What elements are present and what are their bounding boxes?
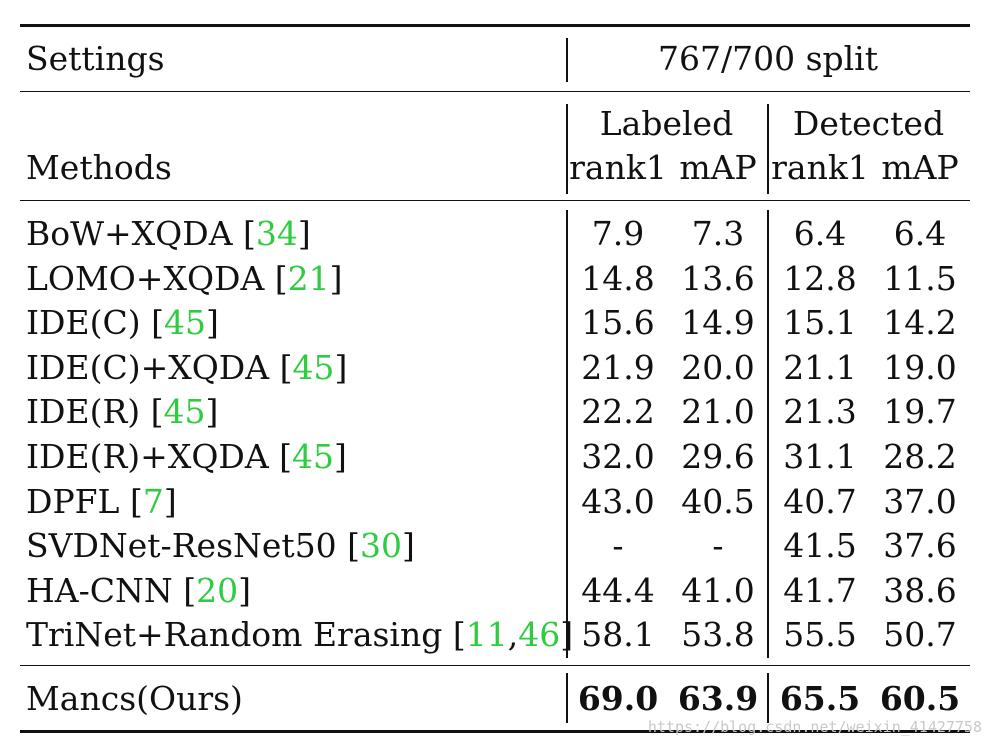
table-cell-value: -: [612, 526, 624, 566]
table-cell-value: 12.8: [783, 258, 857, 298]
labeled-detected-divider: [767, 104, 769, 194]
table-cell-value: 55.5: [783, 615, 857, 655]
col-header-labeled-map: mAP: [679, 148, 757, 187]
table-cell-value: 19.7: [883, 392, 957, 432]
method-name: IDE(R)+XQDA: [26, 437, 280, 476]
method-name: BoW+XQDA: [26, 214, 244, 253]
body-methods-divider: [566, 210, 568, 658]
table-cell-value: 19.0: [883, 347, 957, 387]
table-cell-value: 21.1: [783, 347, 857, 387]
citation-link[interactable]: 45: [163, 303, 206, 343]
table-cell-value: 44.4: [581, 570, 655, 610]
citation-link[interactable]: 7: [142, 481, 164, 521]
detected-label: Detected: [792, 104, 945, 143]
method-name: IDE(C): [26, 303, 152, 343]
table-cell-value: 11.5: [883, 258, 957, 298]
table-cell-value: 14.2: [883, 303, 957, 343]
ours-labeled-detected-divider: [767, 673, 769, 723]
table-cell-value: 15.6: [581, 303, 655, 343]
table-row-method: IDE(R)+XQDA [45]: [26, 437, 347, 476]
bottom-rule: [20, 730, 970, 733]
table-cell-value: 43.0: [581, 481, 655, 521]
table-cell-value: 7.3: [691, 214, 745, 253]
body-labeled-detected-divider: [767, 210, 769, 658]
table-cell-value: 21.0: [681, 392, 755, 432]
table-cell-value: 15.1: [783, 303, 857, 343]
ours-method: Mancs(Ours): [26, 679, 243, 718]
method-name: LOMO+XQDA: [26, 258, 275, 298]
table-cell-value: 41.0: [681, 570, 755, 610]
citation-link[interactable]: 45: [163, 392, 206, 432]
ours-labeled-map: 63.9: [677, 679, 759, 718]
table-cell-value: 21.9: [581, 347, 655, 387]
citation-link[interactable]: 20: [196, 570, 239, 610]
settings-rule: [20, 91, 970, 93]
table-cell-value: 29.6: [681, 437, 755, 476]
citation-link[interactable]: 21: [287, 258, 330, 298]
citation-link[interactable]: 30: [360, 526, 403, 566]
methods-label: Methods: [26, 148, 172, 187]
table-cell-value: 50.7: [883, 615, 957, 655]
table-cell-value: 41.5: [783, 526, 857, 566]
methods-divider: [566, 104, 568, 194]
table-cell-value: 40.5: [681, 481, 755, 521]
table-cell-value: 20.0: [681, 347, 755, 387]
table-row-method: BoW+XQDA [34]: [26, 214, 311, 253]
watermark: https://blog.csdn.net/weixin_41427758: [647, 718, 982, 736]
table-row-method: DPFL [7]: [26, 481, 177, 521]
labeled-label: Labeled: [599, 104, 734, 143]
table-cell-value: 22.2: [581, 392, 655, 432]
table-row-method: IDE(C) [45]: [26, 303, 219, 343]
header-rule: [20, 200, 970, 202]
table-row-method: IDE(C)+XQDA [45]: [26, 347, 348, 387]
ours-detected-rank1: 65.5: [779, 679, 861, 718]
table-cell-value: 31.1: [783, 437, 857, 476]
table-cell-value: -: [712, 526, 724, 566]
col-header-detected-map: mAP: [881, 148, 959, 187]
table-cell-value: 53.8: [681, 615, 755, 655]
table-row-method: TriNet+Random Erasing [11,46]: [26, 615, 574, 655]
table-cell-value: 38.6: [883, 570, 957, 610]
table-cell-value: 21.3: [783, 392, 857, 432]
table-cell-value: 6.4: [793, 214, 847, 253]
citation-link[interactable]: 45: [292, 347, 335, 387]
table-cell-value: 37.0: [883, 481, 957, 521]
method-name: DPFL: [26, 481, 130, 521]
col-header-detected-rank1: rank1: [771, 148, 869, 187]
col-header-labeled-rank1: rank1: [569, 148, 667, 187]
table-cell-value: 40.7: [783, 481, 857, 521]
citation-link[interactable]: 46: [518, 615, 561, 655]
table-row-method: SVDNet-ResNet50 [30]: [26, 526, 415, 566]
ours-methods-divider: [566, 673, 568, 723]
ours-labeled-rank1: 69.0: [577, 679, 659, 718]
table-cell-value: 14.8: [581, 258, 655, 298]
citation-link[interactable]: 45: [292, 437, 335, 476]
method-name: IDE(C)+XQDA: [26, 347, 280, 387]
citation-link[interactable]: 11: [465, 615, 508, 655]
table-cell-value: 32.0: [581, 437, 655, 476]
citation-link[interactable]: 34: [255, 214, 298, 253]
method-name: SVDNet-ResNet50: [26, 526, 348, 566]
table-cell-value: 14.9: [681, 303, 755, 343]
table-cell-value: 37.6: [883, 526, 957, 566]
ours-rule: [20, 665, 970, 667]
table-cell-value: 7.9: [591, 214, 645, 253]
table-cell-value: 6.4: [893, 214, 947, 253]
method-name: TriNet+Random Erasing: [26, 615, 453, 655]
table-cell-value: 41.7: [783, 570, 857, 610]
table-cell-value: 28.2: [883, 437, 957, 476]
ours-detected-map: 60.5: [879, 679, 961, 718]
settings-label: Settings: [26, 39, 165, 78]
table-cell-value: 58.1: [581, 615, 655, 655]
table-row-method: HA-CNN [20]: [26, 570, 251, 610]
table-row-method: IDE(R) [45]: [26, 392, 219, 432]
table-cell-value: 13.6: [681, 258, 755, 298]
table-row-method: LOMO+XQDA [21]: [26, 258, 343, 298]
method-name: IDE(R): [26, 392, 151, 432]
method-name: HA-CNN: [26, 570, 184, 610]
split-label: 767/700 split: [657, 39, 878, 78]
top-rule: [20, 24, 970, 27]
settings-divider: [566, 38, 568, 82]
